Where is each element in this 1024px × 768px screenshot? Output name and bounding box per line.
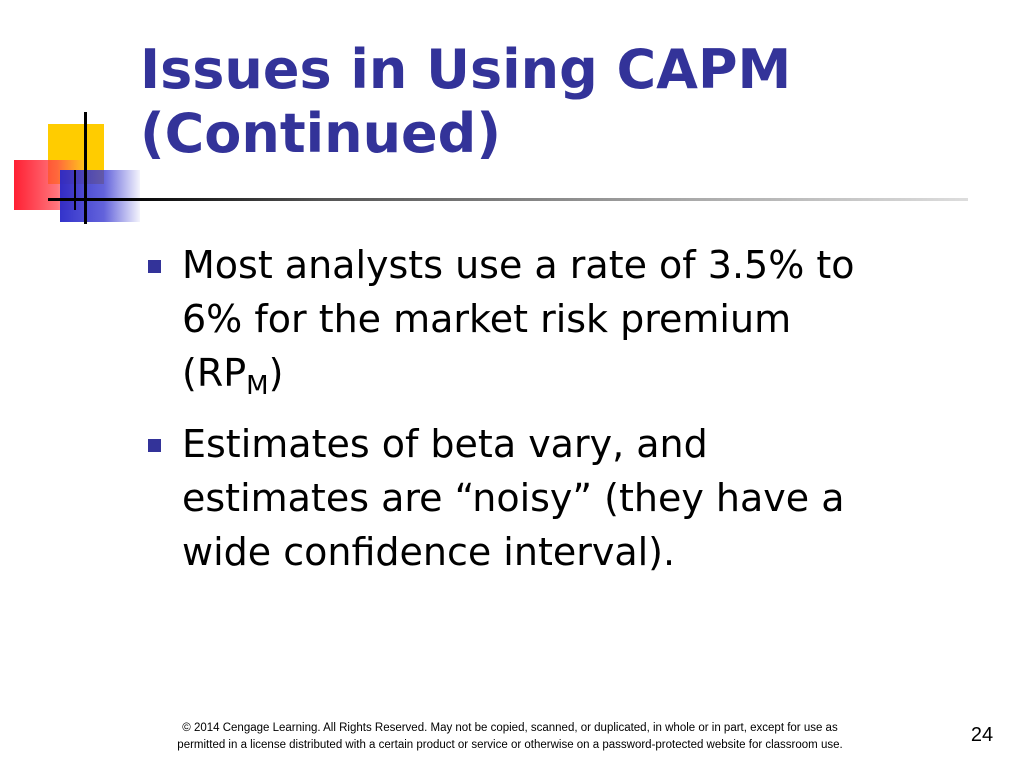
rpm-prefix: (RP (182, 351, 247, 395)
bullet-item-beta-estimates: Estimates of beta vary, and estimates ar… (146, 417, 946, 579)
copyright-line-2: permitted in a license distributed with … (177, 739, 843, 751)
slide-title-line-2: (Continued) (140, 102, 502, 165)
copyright-footer: © 2014 Cengage Learning. All Rights Rese… (120, 720, 900, 754)
square-bullet-icon (148, 260, 161, 273)
rpm-suffix: ) (268, 351, 284, 395)
bullet-text-line: 6% for the market risk premium (182, 297, 792, 341)
bullet-item-market-risk-premium: Most analysts use a rate of 3.5% to 6% f… (146, 238, 946, 413)
bullet-text-line: (RPM) (182, 346, 946, 413)
blue-square-decoration (60, 170, 140, 222)
slide-title-line-1: Issues in Using CAPM (140, 38, 792, 101)
bullet-text-line: Estimates of beta vary, and (182, 422, 708, 466)
rpm-subscript: M (246, 371, 269, 401)
slide-title: Issues in Using CAPM (Continued) (140, 38, 1000, 166)
bullet-text-line: estimates are “noisy” (they have a (182, 476, 845, 520)
title-underline-rule (48, 198, 968, 201)
vertical-line-decoration (84, 112, 87, 224)
bullet-list: Most analysts use a rate of 3.5% to 6% f… (146, 238, 946, 583)
bullet-text-line: Most analysts use a rate of 3.5% to (182, 243, 855, 287)
bullet-text-line: wide confidence interval). (182, 530, 676, 574)
vertical-line-decoration-short (74, 170, 76, 210)
square-bullet-icon (148, 439, 161, 452)
copyright-line-1: © 2014 Cengage Learning. All Rights Rese… (182, 722, 838, 734)
page-number: 24 (970, 724, 994, 746)
decorative-squares-logo (0, 0, 180, 240)
